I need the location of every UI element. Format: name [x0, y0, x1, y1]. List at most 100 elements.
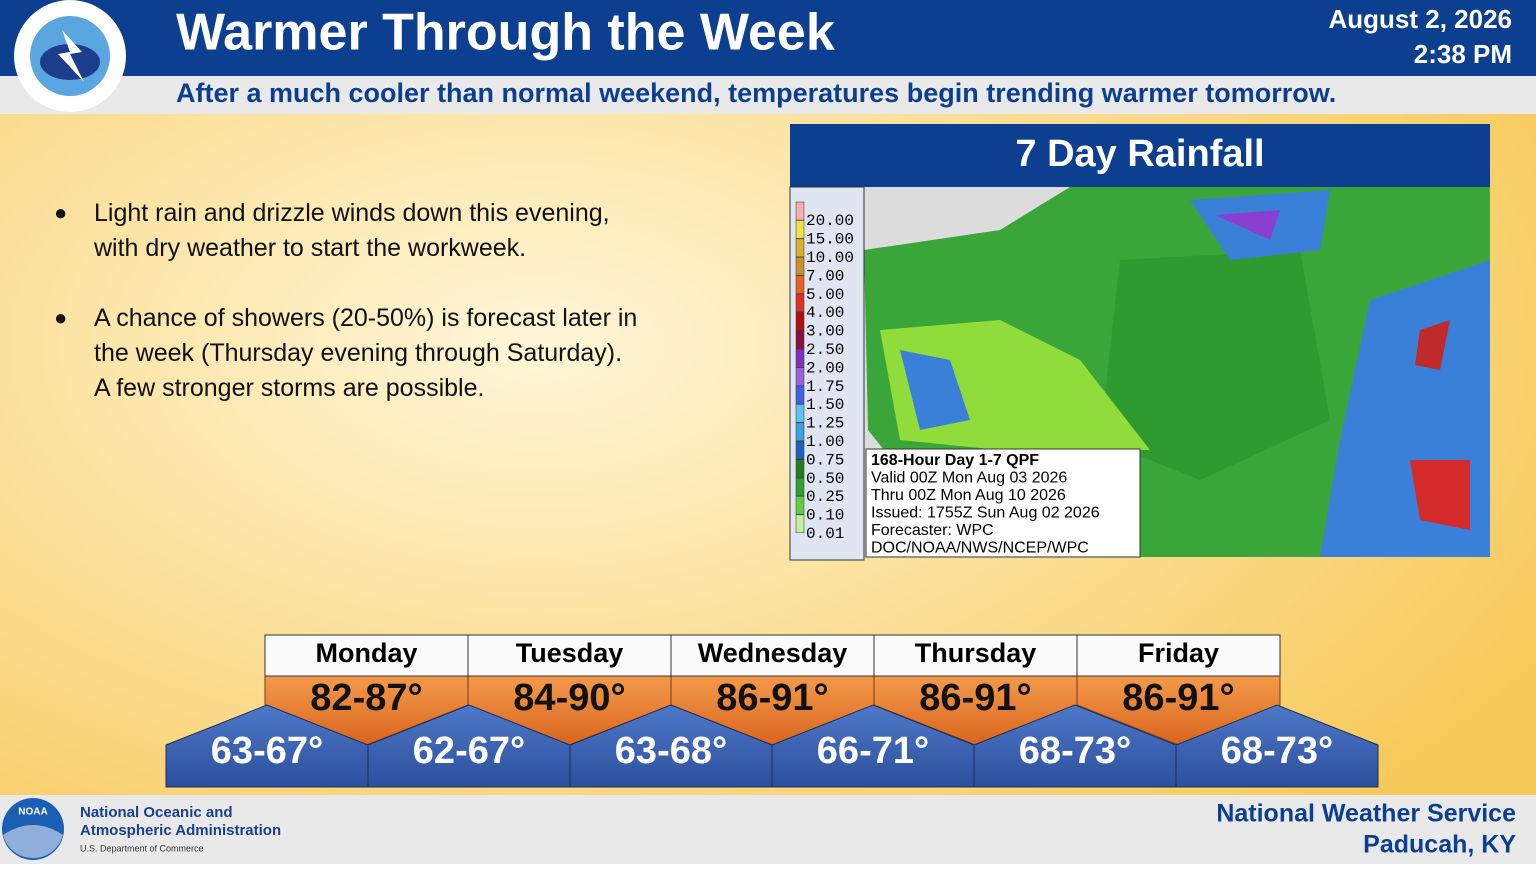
noaa-sub: U.S. Department of Commerce [80, 843, 204, 853]
low-box [1175, 704, 1379, 788]
legend-label: 7.00 [806, 267, 844, 285]
map-rain-blue-west [900, 350, 970, 430]
noaa-logo-text: NOAA [18, 807, 47, 818]
legend-swatch [795, 293, 805, 313]
subtitle: After a much cooler than normal weekend,… [176, 78, 1336, 108]
bullet-list: ● Light rain and drizzle winds down this … [54, 199, 637, 402]
bullet-dot: ● [54, 305, 67, 330]
legend-label: 1.00 [806, 433, 844, 451]
low-temp: 63-67° [211, 730, 323, 772]
legend-swatch [795, 477, 805, 497]
legend-label: 1.50 [806, 396, 844, 414]
low-temp: 68-73° [1019, 730, 1131, 772]
legend-label: 0.01 [806, 525, 844, 543]
low-temp: 68-73° [1221, 730, 1333, 772]
high-temp: 86-91° [919, 677, 1031, 719]
legend-swatch [795, 312, 805, 331]
bullet-text: A chance of showers (20-50%) is forecast… [94, 304, 637, 402]
map-rain-purple-north [1215, 210, 1280, 240]
map-rain-red-ne [1415, 320, 1450, 370]
high-temp: 84-90° [513, 677, 625, 719]
high-temp: 86-91° [716, 677, 828, 719]
legend-label: 20.00 [806, 212, 854, 230]
day-box [264, 634, 469, 677]
high-temp: 86-91° [1122, 677, 1234, 719]
low-temp: 63-68° [615, 730, 727, 772]
day-box [1076, 634, 1281, 677]
legend-swatch [795, 330, 805, 350]
map-info-line: Thru 00Z Mon Aug 10 2026 [871, 487, 1066, 504]
day-box [467, 634, 672, 677]
legend-label: 3.00 [806, 323, 844, 341]
bullet-text: Light rain and drizzle winds down this e… [93, 199, 610, 262]
legend-swatch [795, 459, 805, 478]
subtitle-bar [0, 76, 1536, 114]
legend-swatch [795, 404, 805, 423]
legend-label: 0.50 [806, 470, 844, 488]
legend-label: 1.25 [806, 415, 844, 433]
rainfall-title-bar [790, 124, 1490, 187]
legend-label: 0.75 [806, 451, 844, 469]
title: Warmer Through the Week [176, 4, 835, 62]
legend-label: 0.25 [806, 488, 844, 506]
time: 2:38 PM [1414, 39, 1512, 69]
day-name: Thursday [915, 638, 1037, 668]
legend-swatch [795, 348, 805, 368]
high-temp: 82-87° [310, 677, 422, 719]
bullet-line: the week (Thursday evening through Satur… [94, 339, 622, 367]
legend-swatch [795, 238, 805, 258]
map-info-line: 168-Hour Day 1-7 QPF [871, 452, 1039, 469]
map-rain-darkgreen [1100, 250, 1330, 480]
map-info-line: DOC/NOAA/NWS/NCEP/WPC [871, 540, 1089, 557]
map-info-line: Forecaster: WPC [871, 522, 994, 539]
legend-label: 10.00 [806, 249, 854, 267]
legend-items: 20.0015.0010.007.005.004.003.002.502.001… [795, 201, 854, 543]
day-name: Wednesday [698, 638, 848, 668]
legend-swatch [795, 496, 805, 515]
legend-swatch [795, 256, 805, 276]
legend-swatch [795, 201, 805, 221]
low-temp: 62-67° [413, 730, 525, 772]
nws-logo-bolt [58, 30, 84, 82]
noaa-logo-wave [3, 825, 63, 859]
noaa-name: National Oceanic and [80, 804, 233, 821]
legend-swatch [795, 514, 805, 534]
legend-label: 1.75 [806, 378, 844, 396]
header-bar [0, 0, 1536, 76]
bullet-line: A chance of showers (20-50%) is forecast… [94, 304, 637, 332]
day-name: Monday [315, 638, 417, 668]
forecast: 63-67° 62-67° 63-68° 66-71° 68-73° 68-73° Mond… [165, 634, 1379, 788]
legend-swatch [795, 422, 805, 442]
legend-swatch [795, 275, 805, 294]
footer-bar [0, 795, 1536, 864]
map-info-box [865, 448, 1141, 558]
legend-swatch [795, 220, 805, 239]
legend-label: 2.00 [806, 359, 844, 377]
day-name: Tuesday [516, 638, 624, 668]
legend-swatch [795, 385, 805, 405]
office-location: Paducah, KY [1363, 831, 1516, 859]
legend-label: 0.10 [806, 507, 844, 525]
rainfall-title: 7 Day Rainfall [1015, 133, 1264, 175]
bullet-line: Light rain and drizzle winds down this e… [94, 199, 610, 227]
date: August 2, 2026 [1328, 4, 1512, 34]
day-box [670, 634, 875, 677]
legend-swatch [795, 440, 805, 460]
legend-label: 2.50 [806, 341, 844, 359]
legend-swatch [795, 367, 805, 386]
map-info-line: Issued: 1755Z Sun Aug 02 2026 [871, 505, 1100, 522]
map-info-line: Valid 00Z Mon Aug 03 2026 [871, 470, 1067, 487]
day-name: Friday [1138, 638, 1219, 668]
map-rain-red-se [1410, 460, 1470, 530]
bullet-line: with dry weather to start the workweek. [93, 234, 526, 262]
office-name: National Weather Service [1216, 800, 1516, 828]
noaa-name: Atmospheric Administration [80, 822, 281, 839]
low-temp: 66-71° [817, 730, 929, 772]
bullet-line: A few stronger storms are possible. [94, 374, 484, 402]
legend-label: 5.00 [806, 286, 844, 304]
bullet-dot: ● [54, 200, 67, 225]
legend-label: 4.00 [806, 304, 844, 322]
legend-label: 15.00 [806, 231, 854, 249]
